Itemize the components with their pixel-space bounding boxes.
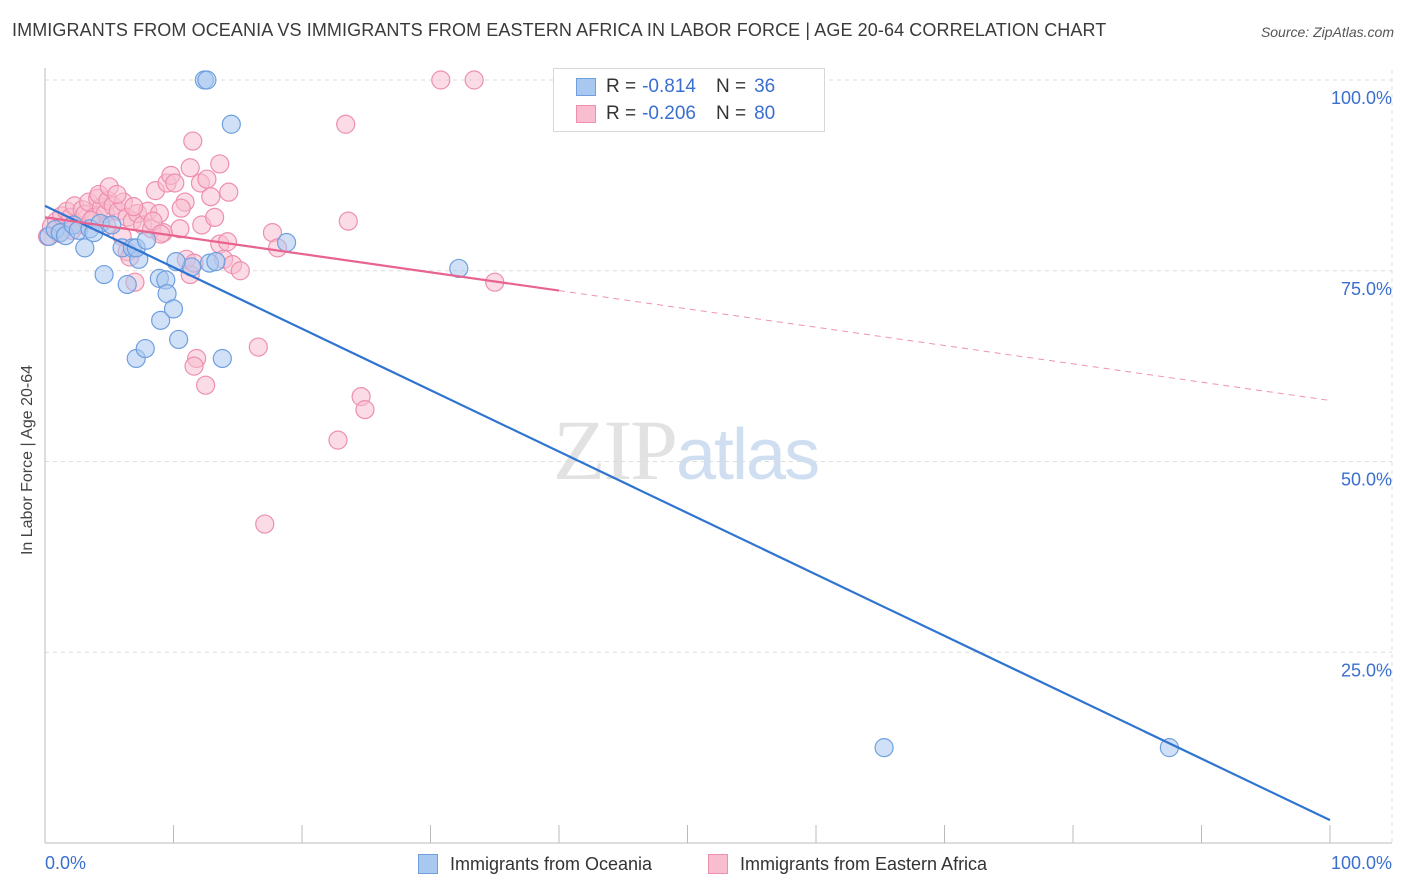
point-eastern-africa-56 — [230, 261, 250, 281]
legend-r-label: R = — [606, 103, 637, 124]
y-tick-label-100: 100.0% — [1331, 88, 1392, 108]
point-eastern-africa-70 — [180, 158, 200, 178]
legend-row-eastern-africa: R = -0.206 N = 80 — [576, 101, 795, 127]
bottom-legend-label-oceania: Immigrants from Oceania — [450, 853, 653, 874]
correlation-legend: R = -0.814 N = 36 R = -0.206 N = 80 — [553, 68, 825, 132]
trendline-eastern-africa — [44, 216, 560, 292]
y-tick-label-75: 75.0% — [1341, 279, 1392, 299]
point-eastern-africa-76 — [171, 198, 191, 218]
point-eastern-africa-60 — [328, 430, 348, 450]
trendline-eastern-africa-extension — [558, 290, 1331, 401]
x-tick-label-0: 0.0% — [45, 853, 86, 873]
legend-n-value-oceania: 36 — [754, 76, 776, 97]
point-eastern-africa-46 — [196, 375, 216, 395]
legend-n-value-eastern-africa: 80 — [754, 103, 776, 124]
point-oceania-30 — [212, 348, 232, 369]
legend-swatch-eastern-africa — [576, 105, 596, 123]
point-oceania-32 — [449, 258, 469, 279]
legend-row-oceania: R = -0.814 N = 36 — [576, 74, 795, 100]
legend-n-label: N = — [715, 103, 747, 124]
point-eastern-africa-47 — [205, 207, 225, 227]
point-eastern-africa-77 — [124, 197, 144, 217]
point-oceania-16 — [94, 264, 114, 285]
point-eastern-africa-37 — [165, 173, 185, 193]
point-oceania-33 — [221, 114, 241, 134]
x-tick-label-100: 100.0% — [1331, 853, 1392, 873]
point-oceania-31 — [276, 232, 297, 253]
point-eastern-africa-67 — [464, 70, 484, 90]
point-eastern-africa-38 — [170, 219, 190, 239]
point-eastern-africa-79 — [201, 187, 221, 207]
point-oceania-18 — [117, 274, 137, 295]
legend-swatch-oceania — [576, 78, 596, 96]
point-eastern-africa-44 — [184, 356, 204, 376]
point-oceania-25 — [135, 338, 155, 359]
bottom-legend-swatch-eastern-africa — [708, 854, 728, 874]
legend-r-label: R = — [606, 76, 637, 97]
bottom-legend-oceania: Immigrants from Oceania — [418, 852, 652, 876]
legend-r-value-eastern-africa: -0.206 — [642, 103, 696, 124]
point-oceania-36 — [874, 738, 894, 758]
watermark: ZIPatlas — [553, 400, 820, 500]
trendline-oceania — [44, 204, 1331, 822]
point-oceania-35 — [197, 70, 217, 90]
watermark-zip: ZIP — [553, 402, 678, 498]
point-eastern-africa-52 — [219, 182, 239, 202]
y-axis-label: In Labor Force | Age 20-64 — [19, 364, 36, 556]
point-oceania-29 — [206, 251, 226, 272]
point-eastern-africa-66 — [431, 70, 451, 90]
point-eastern-africa-64 — [355, 400, 375, 420]
chart-title: IMMIGRANTS FROM OCEANIA VS IMMIGRANTS FR… — [12, 20, 1107, 40]
point-eastern-africa-62 — [336, 114, 356, 134]
point-eastern-africa-61 — [338, 211, 358, 231]
point-eastern-africa-53 — [210, 154, 230, 174]
point-oceania-20 — [151, 310, 171, 330]
point-oceania-15 — [136, 230, 157, 250]
legend-r-value-oceania: -0.814 — [642, 76, 696, 97]
source-label: Source: ZipAtlas.com — [1260, 24, 1394, 40]
y-tick-label-25: 25.0% — [1341, 660, 1392, 680]
point-oceania-23 — [169, 329, 189, 350]
point-oceania-6 — [75, 238, 95, 258]
bottom-legend-swatch-oceania — [418, 854, 438, 874]
point-oceania-22 — [163, 299, 184, 319]
watermark-atlas: atlas — [676, 415, 820, 495]
point-eastern-africa-54 — [183, 131, 203, 151]
bottom-legend-eastern-africa: Immigrants from Eastern Africa — [708, 852, 987, 876]
legend-n-label: N = — [715, 76, 747, 97]
bottom-legend-label-eastern-africa: Immigrants from Eastern Africa — [740, 853, 988, 874]
y-tick-label-50: 50.0% — [1341, 470, 1392, 490]
point-eastern-africa-69 — [197, 169, 217, 189]
point-eastern-africa-24 — [107, 184, 127, 205]
point-eastern-africa-65 — [255, 514, 275, 534]
point-eastern-africa-57 — [248, 337, 268, 357]
